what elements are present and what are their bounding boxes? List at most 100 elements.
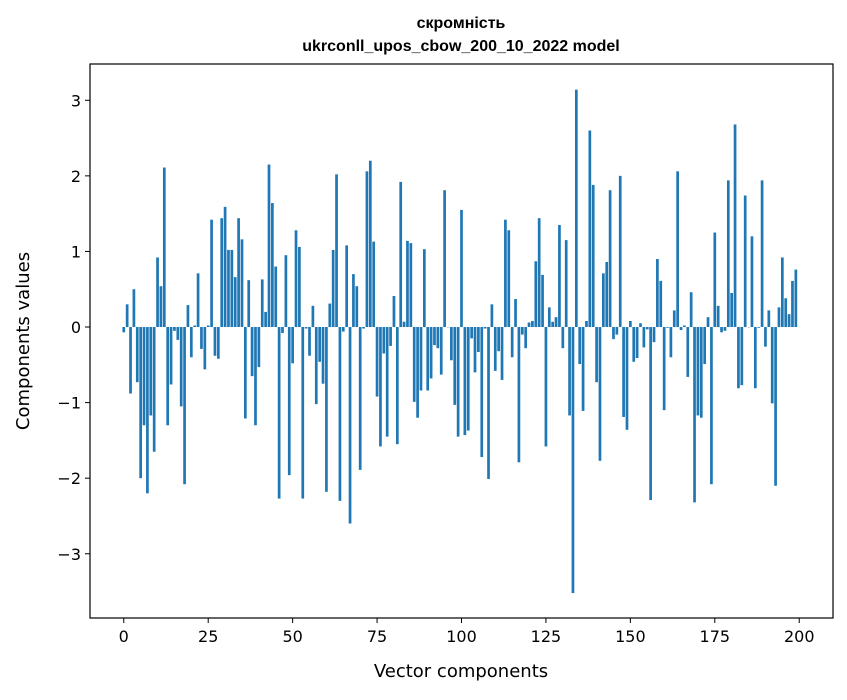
bar-177 <box>720 327 723 332</box>
x-tick-label: 50 <box>282 627 302 646</box>
bar-151 <box>632 327 635 362</box>
bar-168 <box>690 292 693 327</box>
x-tick-label: 75 <box>367 627 387 646</box>
bar-65 <box>342 327 345 332</box>
bar-80 <box>393 296 396 327</box>
y-tick-label: −1 <box>57 394 81 413</box>
bar-85 <box>409 243 412 327</box>
bar-105 <box>477 327 480 352</box>
bar-148 <box>622 327 625 417</box>
bar-189 <box>761 180 764 327</box>
bar-56 <box>312 306 315 327</box>
bar-17 <box>180 327 183 406</box>
bar-9 <box>153 327 156 452</box>
bar-181 <box>734 124 737 327</box>
bar-124 <box>541 275 544 327</box>
bar-128 <box>555 317 558 327</box>
bar-87 <box>416 327 419 418</box>
bar-127 <box>551 322 554 327</box>
bar-170 <box>697 327 700 415</box>
bar-100 <box>460 210 463 327</box>
bar-131 <box>565 240 568 327</box>
bar-99 <box>457 327 460 437</box>
bar-149 <box>626 327 629 430</box>
bar-101 <box>464 327 467 435</box>
bar-126 <box>548 307 551 327</box>
x-tick-label: 200 <box>784 627 815 646</box>
bar-30 <box>224 207 227 327</box>
x-tick-label: 100 <box>446 627 477 646</box>
y-axis-label: Components values <box>13 252 34 430</box>
bar-44 <box>271 203 274 327</box>
bar-14 <box>170 327 173 384</box>
bar-171 <box>700 327 703 418</box>
bar-109 <box>491 304 494 327</box>
bar-89 <box>423 249 426 327</box>
bar-152 <box>636 327 639 358</box>
bar-193 <box>774 327 777 486</box>
x-tick-label: 125 <box>531 627 562 646</box>
y-tick-label: 2 <box>71 167 81 186</box>
y-tick-label: 0 <box>71 318 81 337</box>
bar-22 <box>197 273 200 327</box>
bar-140 <box>595 327 598 382</box>
bar-197 <box>788 314 791 327</box>
bar-76 <box>379 327 382 446</box>
x-tick-label: 175 <box>700 627 731 646</box>
bar-20 <box>190 327 193 357</box>
bar-190 <box>764 327 767 347</box>
bar-1 <box>126 304 129 327</box>
bar-135 <box>578 327 581 364</box>
bar-43 <box>268 165 271 327</box>
bar-33 <box>234 277 237 327</box>
bar-83 <box>403 322 406 327</box>
bar-136 <box>582 327 585 411</box>
bar-160 <box>663 327 666 410</box>
bar-86 <box>413 327 416 402</box>
bars-group <box>122 90 797 593</box>
bar-62 <box>332 250 335 327</box>
bar-187 <box>754 327 757 388</box>
bar-3 <box>133 289 136 327</box>
bar-108 <box>487 327 490 479</box>
bar-5 <box>139 327 142 478</box>
bar-161 <box>666 327 669 328</box>
bar-102 <box>467 327 470 431</box>
x-tick-label: 25 <box>198 627 218 646</box>
bar-75 <box>376 327 379 397</box>
bar-107 <box>484 327 487 329</box>
bar-183 <box>740 327 743 385</box>
bar-95 <box>443 190 446 327</box>
bar-93 <box>437 327 440 348</box>
bar-18 <box>183 327 186 484</box>
bar-24 <box>203 327 206 369</box>
bar-182 <box>737 327 740 388</box>
bar-11 <box>160 286 163 327</box>
bar-82 <box>399 182 402 327</box>
bar-115 <box>511 327 514 357</box>
bar-79 <box>389 327 392 346</box>
bar-81 <box>396 327 399 444</box>
y-tick-label: 3 <box>71 91 81 110</box>
bar-157 <box>653 327 656 342</box>
x-tick-label: 150 <box>615 627 646 646</box>
bar-173 <box>707 317 710 327</box>
bar-194 <box>778 307 781 327</box>
bar-61 <box>328 304 331 327</box>
bar-55 <box>308 327 311 356</box>
bar-164 <box>676 171 679 327</box>
bar-38 <box>251 327 254 376</box>
bar-7 <box>146 327 149 493</box>
y-tick-label: −3 <box>57 545 81 564</box>
bar-66 <box>345 245 348 327</box>
bar-192 <box>771 327 774 403</box>
bar-8 <box>149 327 152 415</box>
bar-59 <box>322 327 325 384</box>
bar-60 <box>325 327 328 492</box>
bar-120 <box>528 322 531 327</box>
bar-104 <box>474 327 477 372</box>
bar-186 <box>751 236 754 327</box>
bar-39 <box>254 327 257 425</box>
bar-155 <box>646 327 649 329</box>
